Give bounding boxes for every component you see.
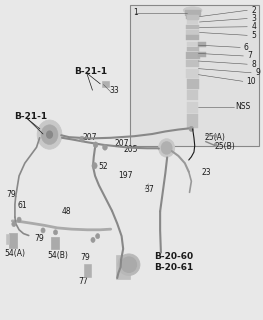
- Ellipse shape: [92, 163, 97, 169]
- Bar: [186, 30, 199, 35]
- Ellipse shape: [12, 221, 16, 227]
- Text: 9: 9: [255, 68, 260, 77]
- Bar: [188, 114, 198, 128]
- Bar: [116, 255, 130, 279]
- Bar: [185, 10, 200, 15]
- Bar: [198, 42, 206, 47]
- Text: B-20-60: B-20-60: [154, 252, 194, 261]
- Bar: [187, 42, 198, 46]
- Bar: [186, 69, 199, 77]
- Text: 197: 197: [118, 171, 133, 180]
- Bar: [51, 237, 59, 250]
- Bar: [198, 52, 206, 57]
- Bar: [84, 264, 91, 277]
- Ellipse shape: [80, 136, 84, 142]
- Text: 8: 8: [251, 60, 256, 69]
- Bar: [102, 81, 109, 87]
- Text: NSS: NSS: [235, 102, 250, 111]
- Text: 48: 48: [62, 207, 71, 216]
- Text: 7: 7: [247, 52, 252, 60]
- Text: 37: 37: [144, 185, 154, 194]
- Bar: [187, 79, 199, 89]
- Bar: [186, 60, 199, 68]
- Ellipse shape: [37, 120, 62, 149]
- Text: 25(A): 25(A): [204, 133, 225, 142]
- Ellipse shape: [53, 230, 58, 235]
- Ellipse shape: [93, 142, 98, 148]
- Bar: [186, 52, 200, 59]
- Bar: [187, 47, 199, 51]
- Bar: [186, 25, 199, 29]
- Text: B-21-1: B-21-1: [14, 112, 47, 121]
- Bar: [9, 233, 17, 248]
- Text: B-20-61: B-20-61: [154, 263, 194, 272]
- Text: 10: 10: [246, 77, 256, 86]
- Text: 25(B): 25(B): [215, 141, 236, 150]
- Text: 52: 52: [98, 162, 108, 171]
- Ellipse shape: [121, 257, 136, 272]
- Text: 207: 207: [115, 139, 129, 148]
- Ellipse shape: [41, 125, 58, 144]
- Text: 33: 33: [109, 86, 119, 95]
- Text: 2: 2: [251, 6, 256, 15]
- Ellipse shape: [41, 228, 45, 233]
- Bar: [130, 4, 259, 146]
- Bar: [187, 102, 198, 113]
- Text: B-21-1: B-21-1: [74, 67, 107, 76]
- Text: 6: 6: [243, 43, 248, 52]
- Text: 54(B): 54(B): [48, 251, 69, 260]
- Bar: [186, 35, 199, 40]
- Bar: [187, 90, 198, 100]
- Text: 77: 77: [78, 277, 88, 286]
- Ellipse shape: [189, 126, 194, 132]
- Bar: [188, 15, 198, 19]
- Bar: [6, 234, 9, 244]
- Text: 79: 79: [6, 190, 16, 199]
- Text: 5: 5: [251, 31, 256, 40]
- Text: 79: 79: [35, 234, 44, 243]
- Bar: [187, 20, 198, 24]
- Ellipse shape: [118, 254, 140, 276]
- Ellipse shape: [91, 237, 95, 243]
- Text: 23: 23: [201, 168, 211, 177]
- Text: 1: 1: [133, 8, 138, 17]
- Ellipse shape: [17, 217, 21, 222]
- Text: 61: 61: [17, 201, 27, 210]
- Text: 205: 205: [123, 145, 138, 154]
- Ellipse shape: [214, 143, 217, 147]
- Ellipse shape: [161, 142, 172, 154]
- Ellipse shape: [47, 131, 52, 138]
- Text: 79: 79: [81, 253, 90, 262]
- Text: 4: 4: [251, 22, 256, 31]
- Ellipse shape: [183, 7, 202, 14]
- Ellipse shape: [214, 134, 217, 138]
- Text: 207: 207: [82, 133, 97, 142]
- Text: 3: 3: [251, 14, 256, 23]
- Ellipse shape: [103, 144, 107, 150]
- Bar: [186, 14, 199, 19]
- Ellipse shape: [159, 139, 175, 157]
- Ellipse shape: [95, 234, 100, 239]
- Text: 54(A): 54(A): [4, 249, 25, 258]
